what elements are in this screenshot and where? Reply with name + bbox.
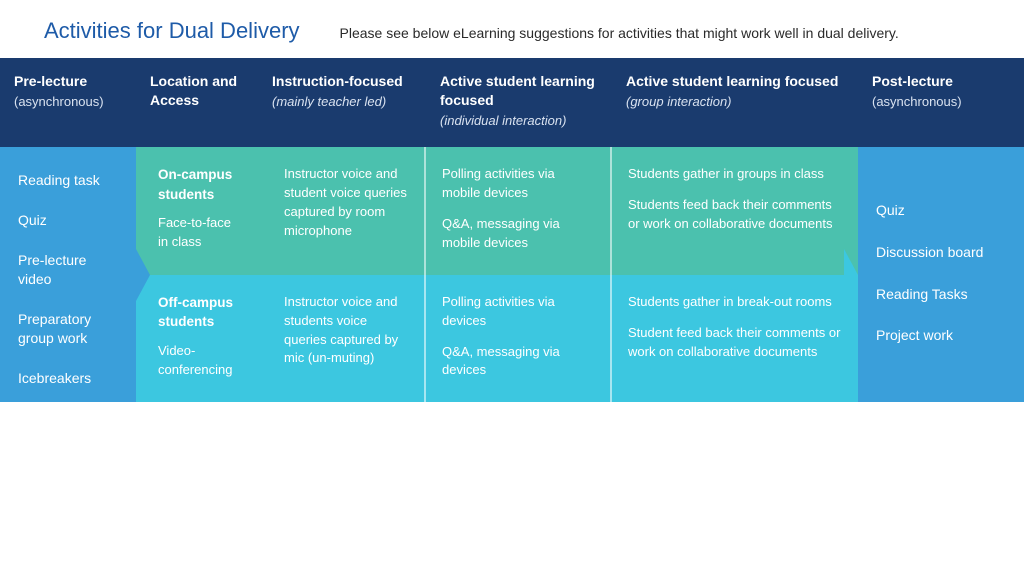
- page-title: Activities for Dual Delivery: [44, 18, 300, 44]
- cell-group-off: Students gather in break-out rooms Stude…: [612, 275, 858, 403]
- post-item: Quiz: [876, 201, 1010, 221]
- table-body: Reading task Quiz Pre-lecture video Prep…: [0, 147, 1024, 402]
- cell-individual-off: Polling activities via devices Q&A, mess…: [426, 275, 612, 403]
- row-off-campus: Off-campus students Video-conferencing I…: [136, 275, 858, 403]
- loc-sub: Video-conferencing: [158, 342, 242, 380]
- pre-item: Icebreakers: [18, 369, 122, 389]
- activities-table: Pre-lecture (asynchronous) Location and …: [0, 58, 1024, 402]
- cell-location-off: Off-campus students Video-conferencing: [136, 275, 258, 403]
- post-item: Discussion board: [876, 243, 1010, 263]
- col-header-individual: Active student learning focused (individ…: [426, 58, 612, 147]
- cell-group-on: Students gather in groups in class Stude…: [612, 147, 858, 275]
- mid-grid: On-campus students Face-to-face in class…: [136, 147, 858, 402]
- pre-item: Pre-lecture video: [18, 251, 122, 290]
- pre-lecture-column: Reading task Quiz Pre-lecture video Prep…: [0, 147, 136, 402]
- loc-sub: Face-to-face in class: [158, 214, 242, 252]
- col-header-pre-lecture: Pre-lecture (asynchronous): [0, 58, 136, 147]
- cell-instruction-off: Instructor voice and students voice quer…: [258, 275, 426, 403]
- page-header: Activities for Dual Delivery Please see …: [0, 0, 1024, 58]
- page-subtitle: Please see below eLearning suggestions f…: [340, 25, 899, 41]
- col-header-instruction: Instruction-focused (mainly teacher led): [258, 58, 426, 147]
- pre-item: Reading task: [18, 171, 122, 191]
- post-item: Project work: [876, 326, 1010, 346]
- pre-item: Quiz: [18, 211, 122, 231]
- col-header-group: Active student learning focused (group i…: [612, 58, 858, 147]
- post-lecture-column: Quiz Discussion board Reading Tasks Proj…: [858, 147, 1024, 402]
- col-header-post-lecture: Post-lecture (asynchronous): [858, 58, 1024, 147]
- pre-item: Preparatory group work: [18, 310, 122, 349]
- row-on-campus: On-campus students Face-to-face in class…: [136, 147, 858, 275]
- col-header-location: Location and Access: [136, 58, 258, 147]
- post-item: Reading Tasks: [876, 285, 1010, 305]
- cell-individual-on: Polling activities via mobile devices Q&…: [426, 147, 612, 275]
- table-header-row: Pre-lecture (asynchronous) Location and …: [0, 58, 1024, 147]
- loc-title: Off-campus students: [158, 293, 242, 332]
- loc-title: On-campus students: [158, 165, 242, 204]
- cell-location-on: On-campus students Face-to-face in class: [136, 147, 258, 275]
- cell-instruction-on: Instructor voice and student voice queri…: [258, 147, 426, 275]
